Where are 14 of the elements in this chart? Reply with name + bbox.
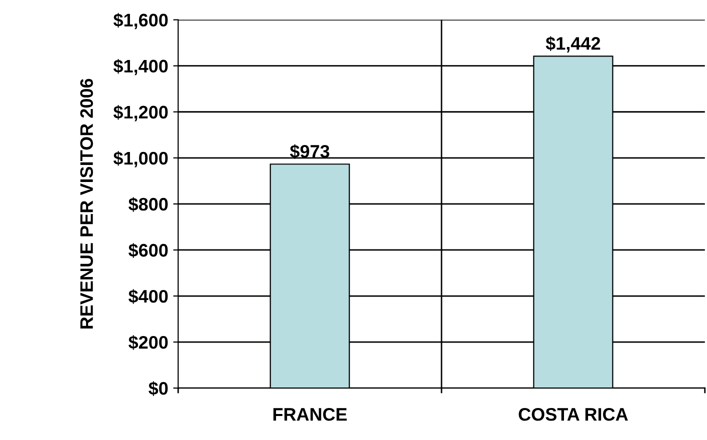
y-tick-label: $1,600	[113, 12, 168, 30]
y-tick-label: $800	[128, 197, 168, 212]
y-tick-label: $1,400	[113, 58, 168, 76]
y-tick-label: $400	[128, 289, 168, 304]
y-tick-label: $1,200	[113, 105, 168, 122]
y-tick-label: $200	[128, 335, 168, 350]
y-tick-label: $600	[128, 243, 168, 258]
y-tick-label: $0	[148, 381, 168, 396]
x-tick-label: FRANCE	[273, 408, 347, 421]
y-tick-label: $1,000	[113, 151, 168, 168]
data-label: $973	[290, 144, 330, 159]
data-label: $1,442	[546, 36, 600, 52]
x-tick-label: COSTA RICA	[518, 408, 628, 421]
y-axis-title: REVENUE PER VISITOR 2006	[80, 78, 93, 329]
